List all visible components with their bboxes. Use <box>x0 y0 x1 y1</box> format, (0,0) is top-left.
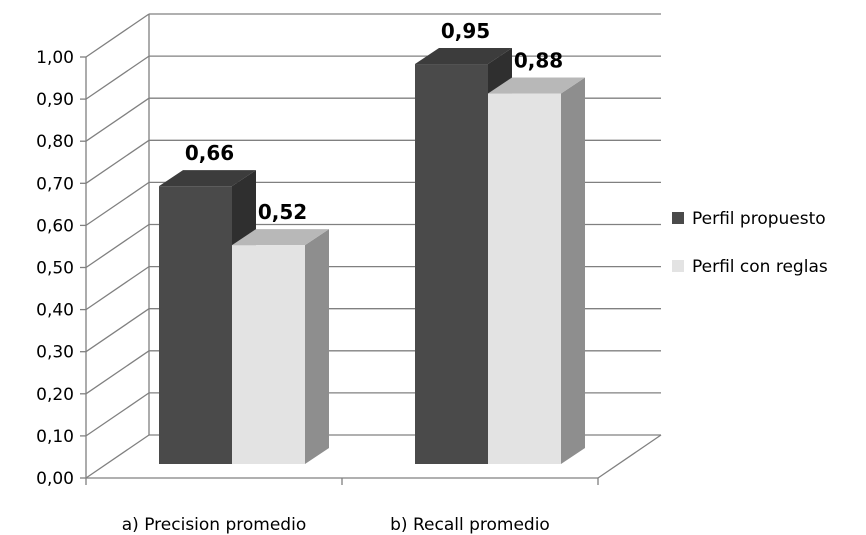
y-tick-label: 0,90 <box>36 90 74 110</box>
side-wall-gridline <box>85 223 150 269</box>
bar-top <box>488 77 585 94</box>
side-wall-gridline <box>85 434 150 479</box>
y-tick-label: 0,70 <box>36 174 74 194</box>
bar-top <box>159 170 256 187</box>
data-label: 0,66 <box>185 141 234 165</box>
side-wall-gridline <box>85 181 150 226</box>
side-wall-gridline <box>85 55 150 100</box>
y-tick-label: 0,10 <box>36 427 74 447</box>
y-tick-label: 0,50 <box>36 259 74 279</box>
bar-side <box>561 77 585 465</box>
bar <box>159 186 232 464</box>
x-category-label: a) Precision promedio <box>122 515 306 535</box>
side-wall-gridline <box>85 266 150 311</box>
y-tick-label: 0,80 <box>36 132 74 152</box>
bar-side <box>305 229 329 464</box>
y-tick-label: 0,00 <box>36 469 74 489</box>
side-wall-gridline <box>85 13 150 58</box>
side-wall-gridline <box>85 350 150 395</box>
x-category-label: b) Recall promedio <box>390 515 550 535</box>
floor-right-edge <box>597 434 662 479</box>
data-label: 0,95 <box>441 19 490 43</box>
side-wall-gridline <box>85 308 150 353</box>
y-tick-label: 0,30 <box>36 343 74 363</box>
bar <box>232 245 305 464</box>
side-wall-gridline <box>85 392 150 437</box>
bar-top <box>232 229 329 246</box>
y-tick-label: 0,20 <box>36 385 74 405</box>
legend-label: Perfil con reglas <box>692 257 828 277</box>
bar <box>415 64 488 465</box>
data-label: 0,52 <box>258 200 307 224</box>
data-label: 0,88 <box>514 49 563 73</box>
side-wall-gridline <box>85 97 150 142</box>
data-labels: 0,66 0,52 0,95 0,88 <box>185 19 563 224</box>
bar <box>488 93 561 465</box>
y-tick-label: 0,60 <box>36 216 74 236</box>
y-tick-label: 1,00 <box>36 48 74 68</box>
x-axis: a) Precision promedio b) Recall promedio <box>85 434 662 535</box>
legend-label: Perfil propuesto <box>692 209 826 229</box>
bars <box>159 48 585 465</box>
legend: Perfil propuesto Perfil con reglas <box>672 209 828 277</box>
y-tick-label: 0,40 <box>36 301 74 321</box>
side-wall-gridline <box>85 139 150 184</box>
legend-swatch <box>672 260 684 272</box>
y-axis: 0,00 0,10 0,20 0,30 0,40 0,50 0,60 0,70 0,80 0,90… <box>36 48 87 489</box>
bar-top <box>415 48 512 65</box>
legend-swatch <box>672 212 684 224</box>
